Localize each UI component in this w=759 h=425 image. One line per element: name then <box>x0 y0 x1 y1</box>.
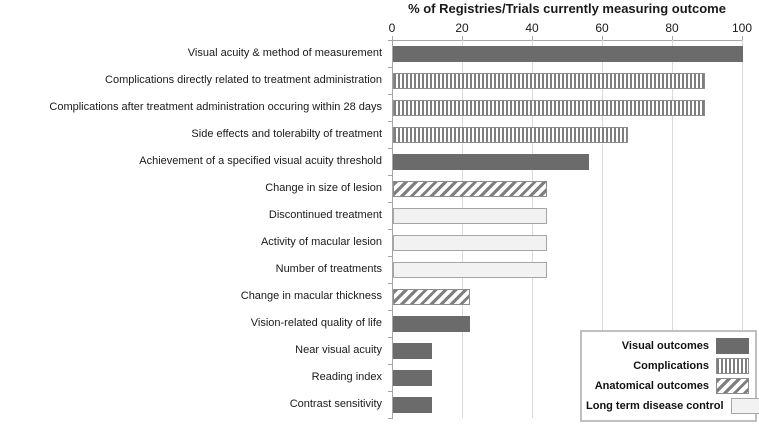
bar <box>393 396 432 413</box>
y-tick-mark <box>388 202 392 203</box>
legend-label: Long term disease control <box>586 400 724 412</box>
legend-item: Visual outcomes <box>586 338 749 354</box>
category-label: Complications after treatment administra… <box>49 101 382 113</box>
y-tick-mark <box>388 283 392 284</box>
x-tick-mark <box>532 36 533 40</box>
legend: Visual outcomes Complications Anatomical o… <box>580 330 759 422</box>
category-label: Achievement of a specified visual acuity… <box>139 155 382 167</box>
legend-label: Anatomical outcomes <box>594 380 709 392</box>
bar <box>393 72 705 89</box>
x-tick-label: 60 <box>595 21 609 35</box>
category-label: Change in macular thickness <box>240 290 382 302</box>
bar <box>393 369 432 386</box>
bar <box>393 153 589 170</box>
y-tick-mark <box>388 67 392 68</box>
x-tick-label: 0 <box>388 21 396 35</box>
gridline <box>532 40 533 418</box>
gridline <box>742 40 743 418</box>
category-label: Contrast sensitivity <box>289 398 382 410</box>
y-tick-mark <box>388 364 392 365</box>
x-tick-label: 80 <box>665 21 679 35</box>
y-tick-mark <box>388 337 392 338</box>
category-label: Side effects and tolerabilty of treatmen… <box>191 128 382 140</box>
y-tick-mark <box>388 40 392 41</box>
bar <box>393 45 743 62</box>
gridline <box>462 40 463 418</box>
category-label: Vision-related quality of life <box>250 317 382 329</box>
y-tick-mark <box>388 256 392 257</box>
bar <box>393 234 547 251</box>
x-tick-mark <box>392 36 393 40</box>
category-label: Activity of macular lesion <box>260 236 382 248</box>
gridline <box>602 40 603 418</box>
y-tick-mark <box>388 121 392 122</box>
legend-label: Visual outcomes <box>621 340 709 352</box>
bar <box>393 99 705 116</box>
legend-item: Long term disease control <box>586 398 759 414</box>
y-tick-mark <box>388 175 392 176</box>
category-label: Number of treatments <box>275 263 382 275</box>
y-tick-mark <box>388 391 392 392</box>
legend-item: Anatomical outcomes <box>586 378 749 394</box>
y-tick-mark <box>388 148 392 149</box>
category-label: Discontinued treatment <box>268 209 382 221</box>
bar <box>393 315 470 332</box>
gridline <box>672 40 673 418</box>
bar <box>393 288 470 305</box>
legend-swatch-solid <box>716 338 749 354</box>
x-tick-label: 20 <box>455 21 469 35</box>
legend-swatch-dstripe <box>716 378 749 394</box>
category-label: Change in size of lesion <box>265 182 382 194</box>
bar <box>393 207 547 224</box>
y-tick-mark <box>388 310 392 311</box>
bar <box>393 342 432 359</box>
y-axis-line <box>392 40 393 419</box>
x-tick-label: 100 <box>731 21 753 35</box>
bar <box>393 126 628 143</box>
x-tick-label: 40 <box>525 21 539 35</box>
category-label: Visual acuity & method of measurement <box>187 47 382 59</box>
y-tick-mark <box>388 418 392 419</box>
x-tick-mark <box>462 36 463 40</box>
y-tick-mark <box>388 229 392 230</box>
x-axis-line <box>392 40 743 41</box>
x-tick-mark <box>672 36 673 40</box>
category-label: Complications directly related to treatm… <box>105 74 382 86</box>
category-label: Reading index <box>311 371 382 383</box>
legend-swatch-vstripe <box>716 358 749 374</box>
y-tick-mark <box>388 94 392 95</box>
bar <box>393 180 547 197</box>
category-label: Near visual acuity <box>295 344 382 356</box>
x-tick-mark <box>602 36 603 40</box>
legend-swatch-plain <box>730 398 759 414</box>
chart-title: % of Registries/Trials currently measuri… <box>408 1 726 16</box>
x-tick-mark <box>742 36 743 40</box>
legend-item: Complications <box>586 358 749 374</box>
legend-label: Complications <box>633 360 709 372</box>
bar <box>393 261 547 278</box>
